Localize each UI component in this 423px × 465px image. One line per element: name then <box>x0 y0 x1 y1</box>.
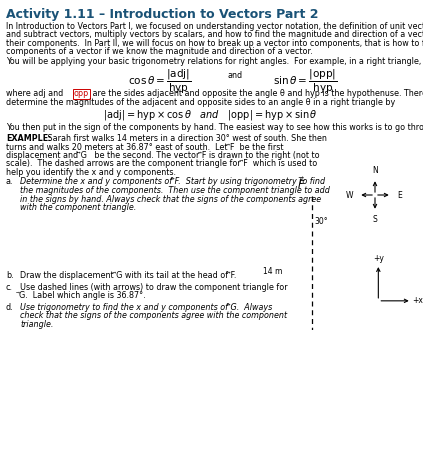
Text: are the sides adjacent and opposite the angle θ and hyp is the hypothenuse. Ther: are the sides adjacent and opposite the … <box>90 89 423 99</box>
Text: displacement and ⃗G   be the second. The vector ⃗F is drawn to the right (not to: displacement and ⃗G be the second. The v… <box>6 151 320 160</box>
Text: triangle.: triangle. <box>20 320 53 329</box>
Text: $\sin\theta = \dfrac{|\mathrm{opp}|}{\mathrm{hyp}}$: $\sin\theta = \dfrac{|\mathrm{opp}|}{\ma… <box>273 67 337 96</box>
Text: Use dashed lines (with arrows) to draw the component triangle for: Use dashed lines (with arrows) to draw t… <box>20 283 288 292</box>
Text: their components.  In Part II, we will focus on how to break up a vector into co: their components. In Part II, we will fo… <box>6 39 423 48</box>
Text: opp: opp <box>74 89 89 99</box>
Text: Determine the x and y components of ⃗F.  Start by using trigonometry to find: Determine the x and y components of ⃗F. … <box>20 178 325 186</box>
Text: $|\mathrm{adj}| = \mathrm{hyp} \times \cos\theta$   $\mathit{and}$   $|\mathrm{o: $|\mathrm{adj}| = \mathrm{hyp} \times \c… <box>103 108 317 122</box>
Text: determine the magnitudes of the adjacent and opposite sides to an angle θ in a r: determine the magnitudes of the adjacent… <box>6 98 395 107</box>
Text: d.: d. <box>6 303 14 312</box>
Text: components of a vector if we know the magnitude and direction of a vector.: components of a vector if we know the ma… <box>6 47 313 57</box>
Text: $\vec{F}$: $\vec{F}$ <box>297 175 305 191</box>
Text: the magnitudes of the components.  Then use the component triangle to add: the magnitudes of the components. Then u… <box>20 186 330 195</box>
Text: You will be applying your basic trigonometry relations for right angles.  For ex: You will be applying your basic trigonom… <box>6 57 423 66</box>
Text: c.: c. <box>6 283 13 292</box>
Text: where adj and: where adj and <box>6 89 66 99</box>
Text: S: S <box>373 215 377 224</box>
Text: 14 m: 14 m <box>263 267 282 276</box>
Text: Activity 1.11 – Introduction to Vectors Part 2: Activity 1.11 – Introduction to Vectors … <box>6 8 319 21</box>
Text: Sarah first walks 14 meters in a direction 30° west of south. She then: Sarah first walks 14 meters in a directi… <box>45 134 327 143</box>
Text: with the component triangle.: with the component triangle. <box>20 203 136 212</box>
Text: help you identify the x and y components.: help you identify the x and y components… <box>6 168 176 177</box>
Text: 30°: 30° <box>314 218 328 226</box>
Text: You then put in the sign of the components by hand. The easiest way to see how t: You then put in the sign of the componen… <box>6 122 423 132</box>
Text: scale).  The dashed arrows are the component triangle for ⃗F  which is used to: scale). The dashed arrows are the compon… <box>6 159 317 168</box>
Text: and: and <box>228 72 242 80</box>
Text: W: W <box>346 191 354 199</box>
Text: +y: +y <box>373 254 384 263</box>
Text: Draw the displacement ⃗G with its tail at the head of ⃗F.: Draw the displacement ⃗G with its tail a… <box>20 272 236 280</box>
Text: b.: b. <box>6 272 14 280</box>
Text: check that the signs of the components agree with the component: check that the signs of the components a… <box>20 312 287 320</box>
Text: and subtract vectors, multiply vectors by scalars, and how to find the magnitude: and subtract vectors, multiply vectors b… <box>6 31 423 40</box>
Text: ⃗G.  Label which angle is 36.87°.: ⃗G. Label which angle is 36.87°. <box>20 292 147 300</box>
Text: turns and walks 20 meters at 36.87° east of south.  Let ⃗F  be the first: turns and walks 20 meters at 36.87° east… <box>6 142 283 152</box>
Text: $\cos\theta = \dfrac{|\mathrm{adj}|}{\mathrm{hyp}}$: $\cos\theta = \dfrac{|\mathrm{adj}|}{\ma… <box>129 67 192 96</box>
Text: +x: +x <box>412 296 423 306</box>
Text: in the signs by hand. Always check that the signs of the components agree: in the signs by hand. Always check that … <box>20 194 321 204</box>
Text: In Introduction to Vectors Part I, we focused on understanding vector notation, : In Introduction to Vectors Part I, we fo… <box>6 22 423 31</box>
Text: E: E <box>398 191 402 199</box>
Text: a.: a. <box>6 178 14 186</box>
Text: EXAMPLE:: EXAMPLE: <box>6 134 51 143</box>
Text: N: N <box>372 166 378 175</box>
Text: Use trigonometry to find the x and y components of ⃗G.  Always: Use trigonometry to find the x and y com… <box>20 303 272 312</box>
